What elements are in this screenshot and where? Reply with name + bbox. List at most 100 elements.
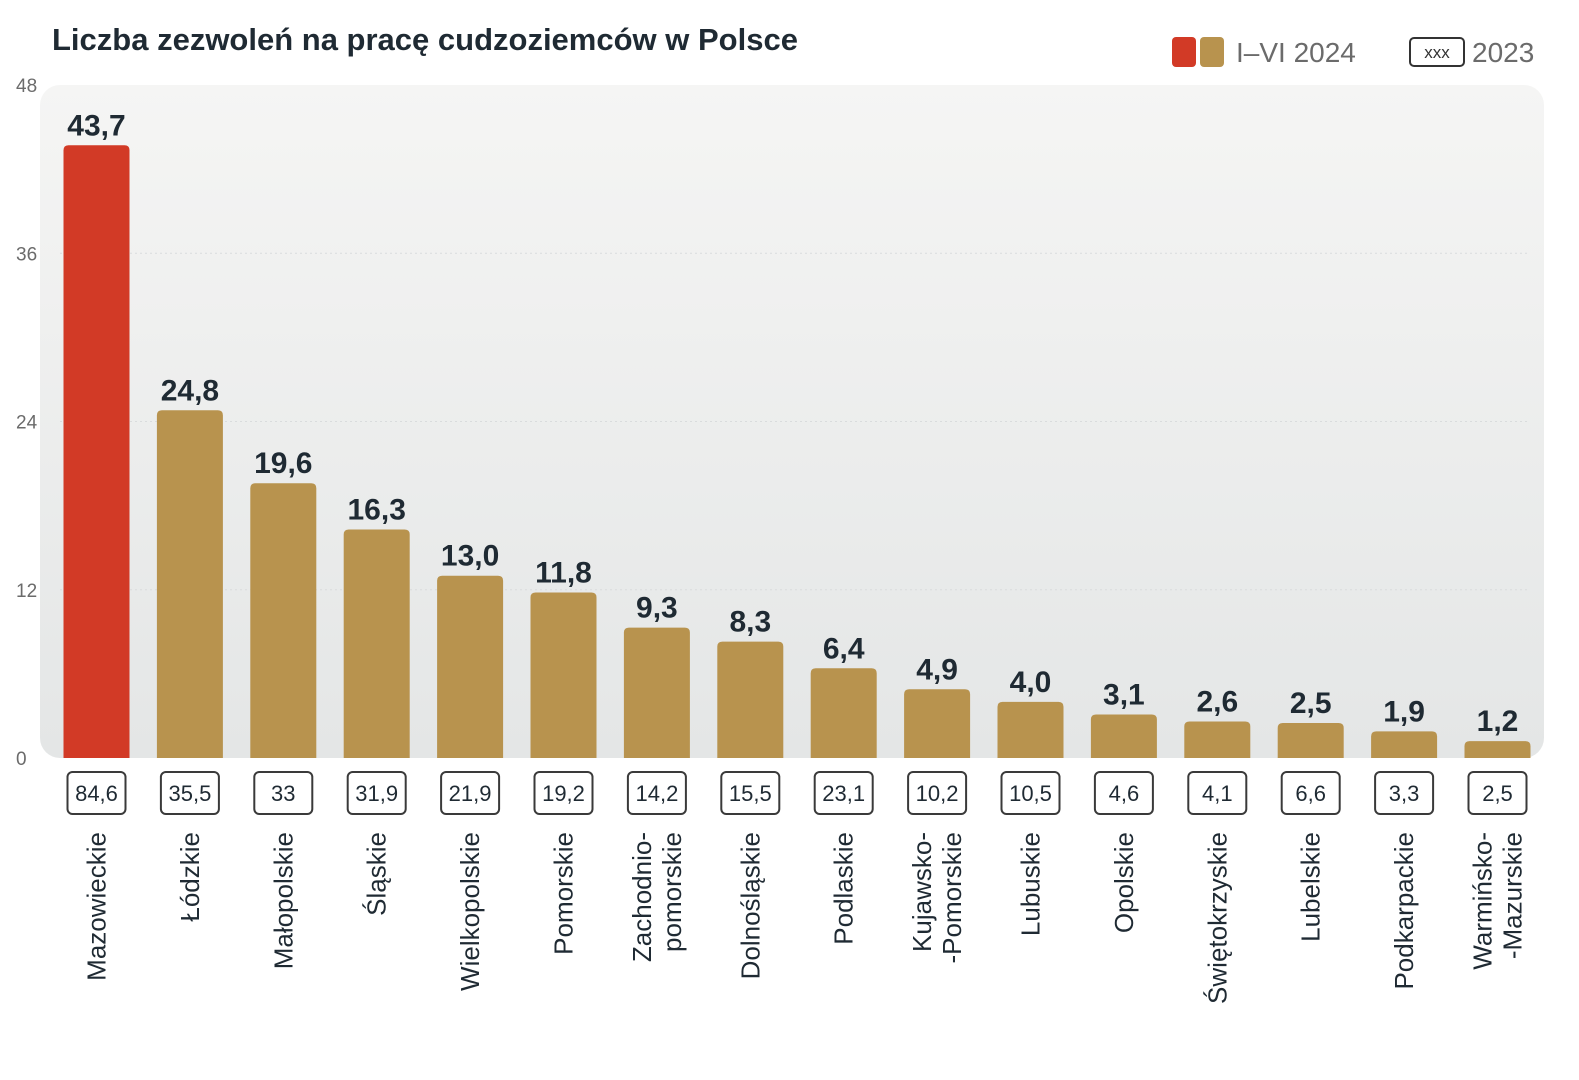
bar <box>343 529 410 758</box>
bar <box>437 575 504 758</box>
category-label: Zachodnio-pomorskie <box>627 832 687 962</box>
category-label-line: Warmińsko- <box>1468 832 1498 970</box>
previous-value: 10,2 <box>916 781 959 806</box>
previous-value: 4,1 <box>1202 781 1233 806</box>
y-tick-label: 36 <box>16 244 37 265</box>
previous-value-box <box>440 771 501 815</box>
previous-value-box <box>626 771 687 815</box>
category-label-line: -Pomorskie <box>937 832 967 963</box>
category-label: Małopolskie <box>268 832 298 969</box>
category-label: Łódzkie <box>175 832 205 922</box>
previous-value: 84,6 <box>75 781 118 806</box>
category-label-line: Lubelskie <box>1296 832 1326 942</box>
previous-value-box <box>159 771 220 815</box>
previous-value-box <box>533 771 594 815</box>
previous-value-box <box>1374 771 1435 815</box>
y-tick-label: 12 <box>16 581 37 602</box>
previous-value: 35,5 <box>168 781 211 806</box>
chart-title: Liczba zezwoleń na pracę cudzoziemców w … <box>52 22 798 57</box>
bar <box>1371 731 1438 758</box>
bar <box>1277 722 1344 758</box>
category-label-line: Opolskie <box>1109 832 1139 933</box>
category-label: Kujawsko- -Pomorskie <box>907 832 967 963</box>
category-label: Lubuskie <box>1016 832 1046 936</box>
category-label-line: Podlaskie <box>829 832 859 945</box>
category-label-line: -Mazurskie <box>1498 832 1528 959</box>
category-label-line: Świętokrzyskie <box>1202 832 1232 1004</box>
value-labels: 43,7 24,8 19,6 16,3 13,0 11,8 9,3 8,3 6,4 4,9 4,0 3… <box>67 109 1518 738</box>
previous-value-box <box>1467 771 1528 815</box>
bar <box>904 689 971 758</box>
category-label: Dolnośląskie <box>735 832 765 979</box>
bar <box>810 668 877 758</box>
previous-value: 19,2 <box>542 781 585 806</box>
previous-value: 23,1 <box>822 781 865 806</box>
bars <box>63 145 1531 759</box>
bar <box>623 627 690 758</box>
bar <box>717 641 784 758</box>
category-label: Opolskie <box>1109 832 1139 933</box>
category-label: Wielkopolskie <box>455 832 485 991</box>
data-label: 43,7 <box>67 109 125 142</box>
previous-value-box <box>1187 771 1248 815</box>
data-label: 11,8 <box>535 557 592 590</box>
category-label: Podkarpackie <box>1389 832 1419 990</box>
category-label-line: Śląskie <box>362 832 392 916</box>
previous-value: 15,5 <box>729 781 772 806</box>
previous-value: 31,9 <box>355 781 398 806</box>
previous-value-box <box>1280 771 1341 815</box>
category-label-line: Małopolskie <box>268 832 298 969</box>
bar <box>530 592 597 758</box>
previous-value: 14,2 <box>635 781 678 806</box>
bar <box>250 483 317 758</box>
bar <box>1184 721 1251 758</box>
previous-value-box <box>1000 771 1061 815</box>
data-label: 2,5 <box>1290 687 1332 720</box>
category-label: Pomorskie <box>549 832 579 955</box>
legend-swatch-highlight <box>1172 37 1196 67</box>
legend-swatch-bar <box>1200 37 1224 67</box>
category-label: Lubelskie <box>1296 832 1326 942</box>
previous-value-box <box>907 771 968 815</box>
category-label: Warmińsko- -Mazurskie <box>1468 832 1528 970</box>
previous-value: 10,5 <box>1009 781 1052 806</box>
previous-value-box <box>253 771 314 815</box>
previous-value: 21,9 <box>449 781 492 806</box>
previous-value-box <box>1093 771 1154 815</box>
legend-previous-label: 2023 <box>1472 37 1534 68</box>
y-tick-label: 24 <box>16 413 38 434</box>
category-label: Śląskie <box>362 832 392 916</box>
data-label: 24,8 <box>161 374 219 407</box>
previous-value: 33 <box>271 781 295 806</box>
category-label-line: Pomorskie <box>549 832 579 955</box>
data-label: 19,6 <box>254 447 312 480</box>
previous-value-box <box>346 771 407 815</box>
y-axis: 0 12 24 36 48 <box>16 76 38 770</box>
previous-value-box <box>813 771 874 815</box>
y-tick-label: 48 <box>16 76 37 97</box>
data-label: 3,1 <box>1103 679 1145 712</box>
legend-previous-marker: xxx <box>1424 43 1450 62</box>
legend: I–VI 2024 xxx 2023 <box>1172 37 1534 68</box>
data-label: 13,0 <box>441 540 499 573</box>
data-label: 1,2 <box>1477 705 1519 738</box>
legend-previous-box <box>1409 37 1465 67</box>
bar <box>63 145 130 759</box>
bar <box>156 410 223 758</box>
previous-value: 2,5 <box>1482 781 1513 806</box>
previous-year-values: 84,6 35,5 33 31,9 21,9 19,2 14,2 15,5 23,1 10,2 10… <box>66 771 1528 815</box>
category-label-line: Podkarpackie <box>1389 832 1419 990</box>
data-label: 4,9 <box>916 653 958 686</box>
data-label: 8,3 <box>729 606 771 639</box>
bar <box>1090 714 1157 758</box>
data-label: 6,4 <box>823 632 865 665</box>
category-label-line: Lubuskie <box>1016 832 1046 936</box>
category-label-line: pomorskie <box>657 832 687 952</box>
bar <box>1464 741 1531 758</box>
category-label-line: Łódzkie <box>175 832 205 922</box>
data-label: 16,3 <box>348 493 406 526</box>
category-label-line: Kujawsko- <box>907 832 937 952</box>
data-label: 4,0 <box>1010 666 1052 699</box>
category-label: Podlaskie <box>829 832 859 945</box>
category-labels: Mazowieckie Łódzkie Małopolskie Śląskie Wiel… <box>82 832 1528 1004</box>
